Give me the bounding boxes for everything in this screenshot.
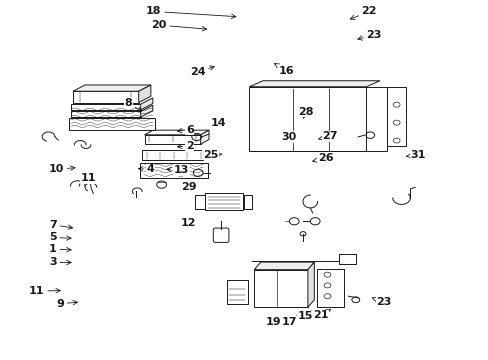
Text: 9: 9 [56, 299, 77, 309]
Text: 10: 10 [49, 164, 75, 174]
Text: 20: 20 [151, 20, 206, 31]
Bar [249, 87, 366, 151]
FancyBboxPatch shape [213, 228, 228, 242]
Polygon shape [144, 130, 208, 135]
Text: 3: 3 [49, 257, 71, 267]
Text: 23: 23 [371, 297, 391, 307]
Text: 4: 4 [138, 164, 155, 174]
Text: 5: 5 [49, 232, 71, 242]
Text: 11: 11 [29, 286, 60, 296]
Polygon shape [71, 111, 141, 117]
Text: 30: 30 [281, 132, 296, 142]
Polygon shape [73, 91, 139, 103]
Text: 2: 2 [177, 141, 193, 151]
Bar [338, 254, 355, 264]
Text: 21: 21 [312, 310, 330, 320]
Text: 16: 16 [274, 64, 294, 76]
Text: 17: 17 [281, 316, 301, 327]
Polygon shape [254, 270, 307, 307]
Polygon shape [142, 150, 203, 160]
Bar [316, 269, 343, 307]
Polygon shape [71, 104, 141, 110]
Text: 15: 15 [297, 311, 315, 321]
Text: 25: 25 [203, 150, 222, 160]
Polygon shape [200, 130, 208, 144]
Text: 14: 14 [210, 118, 225, 128]
Text: 18: 18 [146, 6, 235, 18]
Polygon shape [139, 85, 151, 103]
Text: 7: 7 [49, 220, 72, 230]
Text: 28: 28 [298, 107, 313, 118]
Text: 29: 29 [181, 182, 196, 192]
Polygon shape [249, 81, 379, 87]
Text: 8: 8 [124, 98, 141, 112]
Text: 11: 11 [80, 173, 96, 183]
Text: 19: 19 [265, 316, 285, 327]
Bar [386, 87, 406, 146]
Bar [243, 195, 252, 209]
Text: 12: 12 [181, 218, 196, 228]
Polygon shape [254, 262, 314, 270]
Polygon shape [141, 98, 153, 110]
Polygon shape [69, 118, 155, 130]
Text: 13: 13 [166, 165, 189, 175]
Bar [140, 163, 207, 178]
Bar [194, 195, 204, 209]
Bar [205, 193, 242, 211]
Polygon shape [144, 135, 200, 144]
Text: 1: 1 [49, 244, 71, 254]
Text: 22: 22 [349, 6, 376, 19]
Polygon shape [73, 85, 151, 91]
Text: 23: 23 [357, 30, 381, 40]
Bar [227, 280, 247, 304]
Text: 31: 31 [406, 150, 425, 160]
Text: 26: 26 [312, 153, 333, 163]
Polygon shape [141, 105, 153, 117]
Text: 27: 27 [318, 131, 337, 141]
Bar [366, 87, 386, 151]
Text: 24: 24 [189, 66, 214, 77]
Polygon shape [307, 262, 314, 307]
Text: 6: 6 [177, 125, 193, 135]
